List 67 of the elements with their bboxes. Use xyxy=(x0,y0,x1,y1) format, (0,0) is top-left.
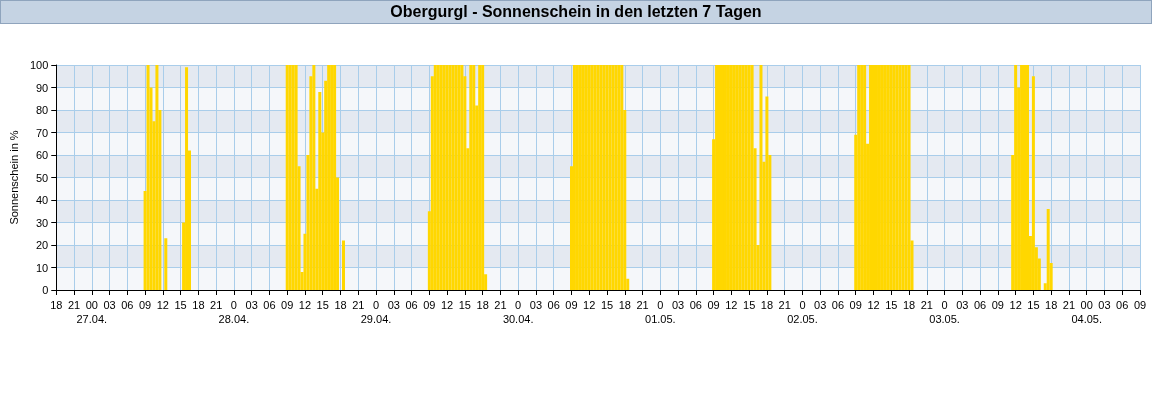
y-tick-label: 70 xyxy=(36,126,49,139)
x-tick-label: 03 xyxy=(814,299,827,311)
x-tick-label: 12 xyxy=(156,299,169,311)
x-tick-label: 12 xyxy=(583,299,596,311)
x-tick-label: 18 xyxy=(50,299,63,311)
chart-title: Obergurgl - Sonnenschein in den letzten 7 Tagen xyxy=(0,0,1152,24)
x-tick-label: 15 xyxy=(885,299,898,311)
x-tick-label: 15 xyxy=(458,299,471,311)
x-tick-label: 09 xyxy=(991,299,1004,311)
x-tick-label: 21 xyxy=(67,299,81,311)
x-tick-label: 06 xyxy=(831,299,845,311)
x-tick-label: 06 xyxy=(973,299,987,311)
x-tick-label: 09 xyxy=(707,299,720,311)
x-tick-label: 15 xyxy=(600,299,614,311)
y-tick-label: 100 xyxy=(29,59,49,71)
x-tick-label: 03 xyxy=(245,299,258,311)
x-tick-label: 06 xyxy=(405,299,418,311)
y-tick-label: 80 xyxy=(36,104,49,116)
x-tick-label: 12 xyxy=(1009,299,1022,311)
x-tick-label: 09 xyxy=(281,299,294,311)
x-tick-label: 06 xyxy=(1116,299,1129,311)
x-tick-label: 21 xyxy=(920,299,933,311)
x-tick-label: 18 xyxy=(476,299,489,311)
x-tick-label: 03 xyxy=(956,299,969,311)
x-tick-label: 09 xyxy=(138,299,152,311)
x-tick-label: 18 xyxy=(902,299,916,311)
y-tick-label: 10 xyxy=(36,261,49,274)
y-axis-title: Sonnenschein in % xyxy=(7,130,20,225)
x-tick-label: 09 xyxy=(423,299,436,311)
x-tick-label: 21 xyxy=(636,299,649,311)
x-tick-label: 21 xyxy=(352,299,365,311)
x-tick-label: 06 xyxy=(121,299,134,311)
x-tick-label: 09 xyxy=(849,299,862,311)
x-tick-label: 15 xyxy=(743,299,756,311)
x-tick-label: 15 xyxy=(316,299,329,311)
x-tick-label: 09 xyxy=(1133,299,1147,311)
y-tick-label: 50 xyxy=(36,171,49,184)
y-tick-label: 40 xyxy=(36,194,49,206)
x-tick-label: 18 xyxy=(618,299,631,311)
x-tick-label: 21 xyxy=(494,299,507,311)
x-tick-label: 03 xyxy=(103,299,116,311)
x-tick-label: 12 xyxy=(725,299,738,311)
x-tick-label: 12 xyxy=(867,299,880,311)
x-tick-label: 03 xyxy=(1098,299,1111,311)
x-tick-label: 03 xyxy=(671,299,685,311)
x-tick-label: 21 xyxy=(210,299,223,311)
x-tick-label: 12 xyxy=(298,299,312,311)
x-tick-label: 15 xyxy=(174,299,187,311)
x-tick-label: 06 xyxy=(263,299,276,311)
y-tick-label: 30 xyxy=(36,216,49,229)
x-tick-label: 21 xyxy=(1062,299,1076,311)
y-tick-label: 60 xyxy=(36,149,49,161)
x-tick-label: 03 xyxy=(387,299,400,311)
x-tick-label: 18 xyxy=(1045,299,1058,311)
x-tick-label: 18 xyxy=(334,299,347,311)
x-tick-label: 15 xyxy=(1027,299,1040,311)
x-tick-label: 21 xyxy=(778,299,791,311)
x-tick-label: 06 xyxy=(547,299,560,311)
y-tick-label: 20 xyxy=(36,239,49,251)
x-tick-label: 18 xyxy=(760,299,774,311)
x-tick-label: 09 xyxy=(565,299,578,311)
x-tick-label: 06 xyxy=(689,299,702,311)
y-tick-label: 0 xyxy=(42,284,49,296)
y-tick-label: 90 xyxy=(36,81,49,94)
x-tick-label: 03 xyxy=(529,299,543,311)
x-tick-label: 12 xyxy=(440,299,454,311)
x-tick-label: 18 xyxy=(192,299,205,311)
